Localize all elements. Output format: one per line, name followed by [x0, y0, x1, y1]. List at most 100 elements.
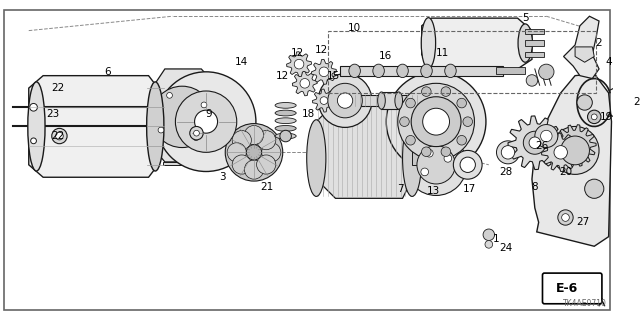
- Circle shape: [29, 103, 37, 111]
- Circle shape: [411, 97, 461, 147]
- Circle shape: [588, 110, 601, 124]
- Circle shape: [193, 135, 199, 140]
- Text: TK4AE0710: TK4AE0710: [563, 299, 607, 308]
- Circle shape: [56, 132, 63, 140]
- Text: 4: 4: [605, 57, 612, 67]
- Ellipse shape: [373, 64, 385, 77]
- Circle shape: [328, 83, 362, 118]
- Text: 27: 27: [576, 217, 589, 227]
- Circle shape: [422, 147, 431, 156]
- Bar: [345, 95, 422, 106]
- Circle shape: [257, 131, 276, 150]
- Text: 26: 26: [535, 140, 548, 151]
- Text: 13: 13: [427, 186, 440, 196]
- Circle shape: [320, 97, 328, 104]
- Bar: [328, 31, 596, 93]
- Ellipse shape: [275, 102, 296, 108]
- Polygon shape: [554, 125, 596, 167]
- Text: 15: 15: [327, 71, 340, 81]
- Bar: [525, 52, 545, 58]
- Circle shape: [387, 72, 486, 172]
- Polygon shape: [287, 52, 312, 76]
- Circle shape: [201, 102, 207, 108]
- Circle shape: [551, 126, 599, 174]
- Polygon shape: [156, 69, 212, 162]
- Polygon shape: [312, 89, 335, 112]
- Polygon shape: [575, 47, 595, 62]
- Circle shape: [562, 214, 570, 221]
- Bar: [381, 92, 399, 109]
- Circle shape: [280, 130, 291, 142]
- Text: 5: 5: [522, 13, 529, 23]
- Circle shape: [31, 138, 36, 144]
- Text: 25: 25: [634, 98, 640, 108]
- Circle shape: [441, 87, 451, 96]
- Text: 10: 10: [348, 23, 361, 33]
- Text: 23: 23: [46, 109, 60, 119]
- Polygon shape: [564, 16, 599, 78]
- Circle shape: [319, 67, 329, 76]
- Circle shape: [398, 83, 474, 160]
- Ellipse shape: [421, 18, 436, 68]
- Polygon shape: [508, 116, 562, 170]
- Polygon shape: [312, 60, 337, 84]
- Circle shape: [190, 126, 203, 140]
- Ellipse shape: [397, 64, 408, 77]
- Circle shape: [194, 130, 199, 136]
- Text: 20: 20: [559, 166, 572, 177]
- Text: 12: 12: [276, 71, 289, 81]
- Polygon shape: [316, 102, 412, 198]
- Circle shape: [294, 60, 304, 69]
- Circle shape: [591, 114, 597, 120]
- Circle shape: [457, 98, 467, 108]
- Ellipse shape: [307, 120, 326, 196]
- Circle shape: [535, 124, 558, 148]
- Ellipse shape: [395, 92, 403, 109]
- Ellipse shape: [275, 133, 296, 139]
- Circle shape: [175, 91, 237, 152]
- Circle shape: [529, 137, 541, 148]
- Circle shape: [541, 130, 552, 142]
- Text: 17: 17: [463, 184, 476, 194]
- Text: 2: 2: [596, 38, 602, 48]
- Circle shape: [225, 124, 283, 181]
- Circle shape: [501, 146, 515, 159]
- Text: 6: 6: [104, 67, 111, 77]
- Circle shape: [421, 168, 429, 176]
- Text: 16: 16: [379, 52, 392, 61]
- Circle shape: [453, 150, 482, 179]
- Polygon shape: [422, 18, 532, 69]
- Circle shape: [460, 157, 476, 172]
- Polygon shape: [163, 162, 201, 165]
- Circle shape: [156, 72, 256, 172]
- Circle shape: [227, 143, 246, 162]
- Polygon shape: [292, 71, 317, 96]
- Bar: [497, 67, 525, 74]
- Polygon shape: [541, 133, 580, 172]
- Circle shape: [539, 64, 554, 79]
- Circle shape: [232, 131, 252, 150]
- Text: 7: 7: [397, 184, 404, 194]
- Circle shape: [52, 128, 67, 144]
- Text: 28: 28: [499, 166, 513, 177]
- Ellipse shape: [420, 64, 432, 77]
- Ellipse shape: [275, 110, 296, 116]
- Circle shape: [457, 135, 467, 145]
- Circle shape: [561, 136, 589, 165]
- Circle shape: [195, 110, 218, 133]
- Circle shape: [405, 134, 467, 196]
- Text: 1: 1: [493, 234, 500, 244]
- Circle shape: [463, 117, 472, 126]
- Ellipse shape: [445, 64, 456, 77]
- Circle shape: [585, 179, 604, 198]
- Ellipse shape: [275, 118, 296, 124]
- Circle shape: [406, 135, 415, 145]
- Circle shape: [483, 229, 495, 241]
- Circle shape: [246, 145, 262, 160]
- Circle shape: [422, 87, 431, 96]
- Ellipse shape: [275, 125, 296, 131]
- Circle shape: [232, 155, 252, 174]
- Polygon shape: [29, 76, 158, 177]
- Circle shape: [152, 86, 212, 148]
- Circle shape: [166, 92, 172, 98]
